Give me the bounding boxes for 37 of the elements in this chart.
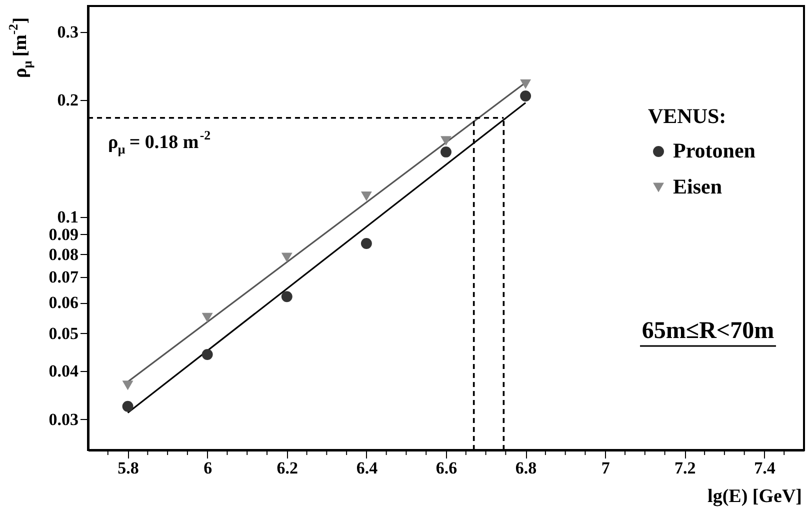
point [122,400,134,412]
x-tick-label: 6.8 [515,458,537,478]
point [440,136,452,146]
x-tick-label: 7.2 [674,458,696,478]
point [520,90,532,102]
y-tick-label: 0.08 [48,244,78,264]
x-tick-label: 6.2 [276,458,298,478]
y-tick-label: 0.03 [48,410,78,429]
y-tick-label: 0.09 [48,224,78,244]
y-tick-label: 0.2 [57,90,78,110]
point [281,252,292,262]
legend-label: Eisen [673,174,722,198]
point [202,312,213,322]
point [360,238,372,249]
x-tick-label: 7 [601,458,610,478]
point [520,79,532,89]
legend-title: VENUS: [648,104,726,128]
point [202,349,213,360]
x-tick-label: 7.4 [754,458,776,478]
point [122,380,134,390]
point [440,146,452,158]
y-tick-label: 0.06 [48,293,78,312]
x-tick-label: 6.6 [436,458,458,478]
legend-label: Protonen [673,138,756,162]
point [360,191,372,201]
x-tick-label: 5.8 [118,458,139,478]
y-tick-label: 0.04 [48,361,79,380]
annotation: 65m≤R<70m [642,318,774,344]
y-tick-label: 0.07 [48,267,79,286]
y-tick-label: 0.3 [57,22,78,42]
x-tick-label: 6 [204,458,212,478]
y-tick-label: 0.1 [57,207,78,226]
x-axis-title: lg(E) [GeV] [708,486,802,507]
point [281,291,292,302]
y-tick-label: 0.05 [48,324,78,343]
y-axis-title: ρμ [m-2] [5,17,35,78]
x-tick-label: 6.4 [356,458,378,478]
